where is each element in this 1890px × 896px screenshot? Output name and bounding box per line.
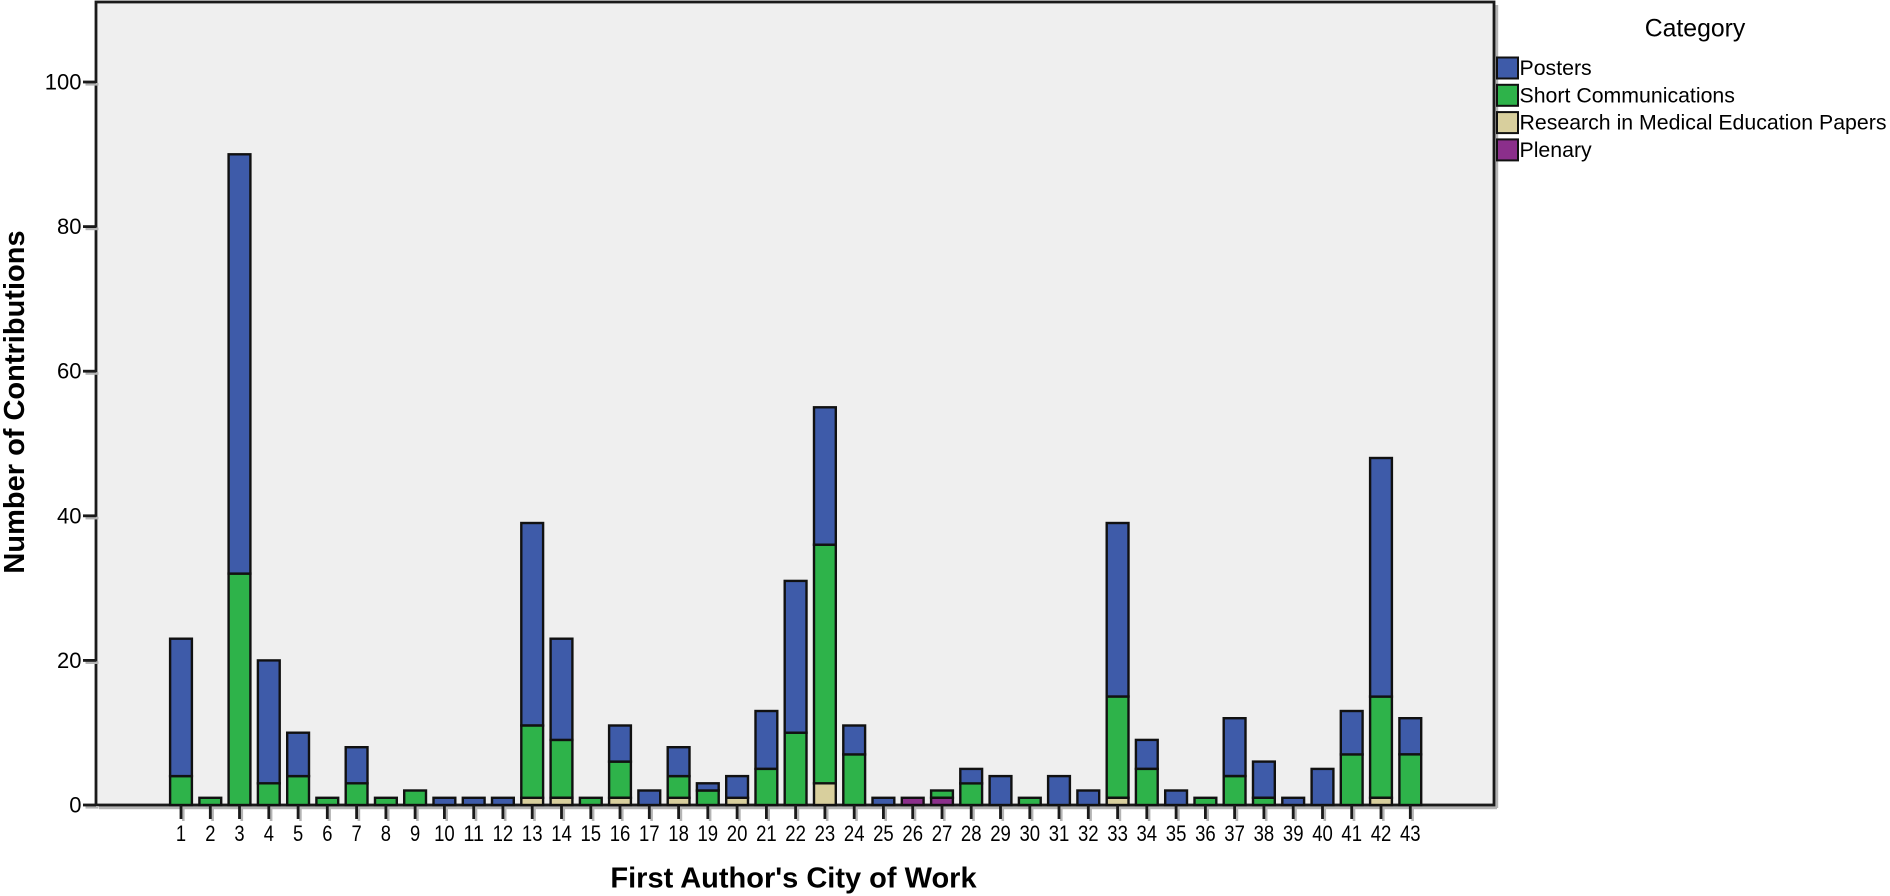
svg-text:23: 23 bbox=[815, 821, 836, 846]
svg-text:43: 43 bbox=[1400, 821, 1421, 846]
svg-text:6: 6 bbox=[322, 821, 332, 846]
svg-text:13: 13 bbox=[522, 821, 543, 846]
svg-text:60: 60 bbox=[57, 359, 81, 384]
svg-text:22: 22 bbox=[785, 821, 806, 846]
svg-text:32: 32 bbox=[1078, 821, 1099, 846]
svg-text:18: 18 bbox=[668, 821, 689, 846]
svg-text:Short Communications: Short Communications bbox=[1520, 83, 1735, 107]
svg-text:37: 37 bbox=[1224, 821, 1245, 846]
svg-text:39: 39 bbox=[1283, 821, 1304, 846]
svg-text:35: 35 bbox=[1166, 821, 1187, 846]
svg-text:4: 4 bbox=[264, 821, 274, 846]
svg-text:19: 19 bbox=[698, 821, 719, 846]
svg-text:Research in Medical Education: Research in Medical Education Papers bbox=[1520, 111, 1887, 135]
svg-text:5: 5 bbox=[293, 821, 303, 846]
svg-text:30: 30 bbox=[1020, 821, 1041, 846]
svg-text:36: 36 bbox=[1195, 821, 1216, 846]
svg-text:14: 14 bbox=[551, 821, 572, 846]
svg-text:Plenary: Plenary bbox=[1520, 138, 1593, 162]
svg-text:10: 10 bbox=[434, 821, 455, 846]
svg-text:34: 34 bbox=[1137, 821, 1158, 846]
svg-text:26: 26 bbox=[902, 821, 923, 846]
svg-text:0: 0 bbox=[69, 793, 81, 818]
svg-text:9: 9 bbox=[410, 821, 420, 846]
svg-text:15: 15 bbox=[581, 821, 602, 846]
svg-text:38: 38 bbox=[1254, 821, 1275, 846]
svg-text:21: 21 bbox=[756, 821, 777, 846]
svg-text:Category: Category bbox=[1645, 16, 1746, 43]
svg-text:7: 7 bbox=[352, 821, 362, 846]
svg-text:11: 11 bbox=[463, 821, 484, 846]
svg-text:Number of Contributions: Number of Contributions bbox=[0, 230, 31, 573]
svg-text:2: 2 bbox=[205, 821, 215, 846]
svg-text:20: 20 bbox=[727, 821, 748, 846]
svg-text:40: 40 bbox=[1312, 821, 1333, 846]
svg-text:42: 42 bbox=[1371, 821, 1392, 846]
svg-text:28: 28 bbox=[961, 821, 982, 846]
svg-text:3: 3 bbox=[234, 821, 244, 846]
svg-text:33: 33 bbox=[1107, 821, 1128, 846]
svg-text:20: 20 bbox=[57, 648, 81, 673]
svg-text:16: 16 bbox=[610, 821, 631, 846]
svg-text:41: 41 bbox=[1341, 821, 1362, 846]
svg-text:25: 25 bbox=[873, 821, 894, 846]
svg-text:27: 27 bbox=[932, 821, 953, 846]
svg-text:29: 29 bbox=[990, 821, 1011, 846]
svg-text:Posters: Posters bbox=[1520, 56, 1592, 80]
svg-text:First Author's City of Work: First Author's City of Work bbox=[610, 863, 977, 895]
svg-text:1: 1 bbox=[176, 821, 186, 846]
svg-text:31: 31 bbox=[1049, 821, 1070, 846]
svg-text:24: 24 bbox=[844, 821, 865, 846]
svg-text:100: 100 bbox=[45, 70, 82, 95]
svg-text:8: 8 bbox=[381, 821, 391, 846]
svg-text:17: 17 bbox=[639, 821, 660, 846]
svg-text:12: 12 bbox=[493, 821, 514, 846]
svg-text:80: 80 bbox=[57, 214, 81, 239]
svg-text:40: 40 bbox=[57, 503, 81, 528]
